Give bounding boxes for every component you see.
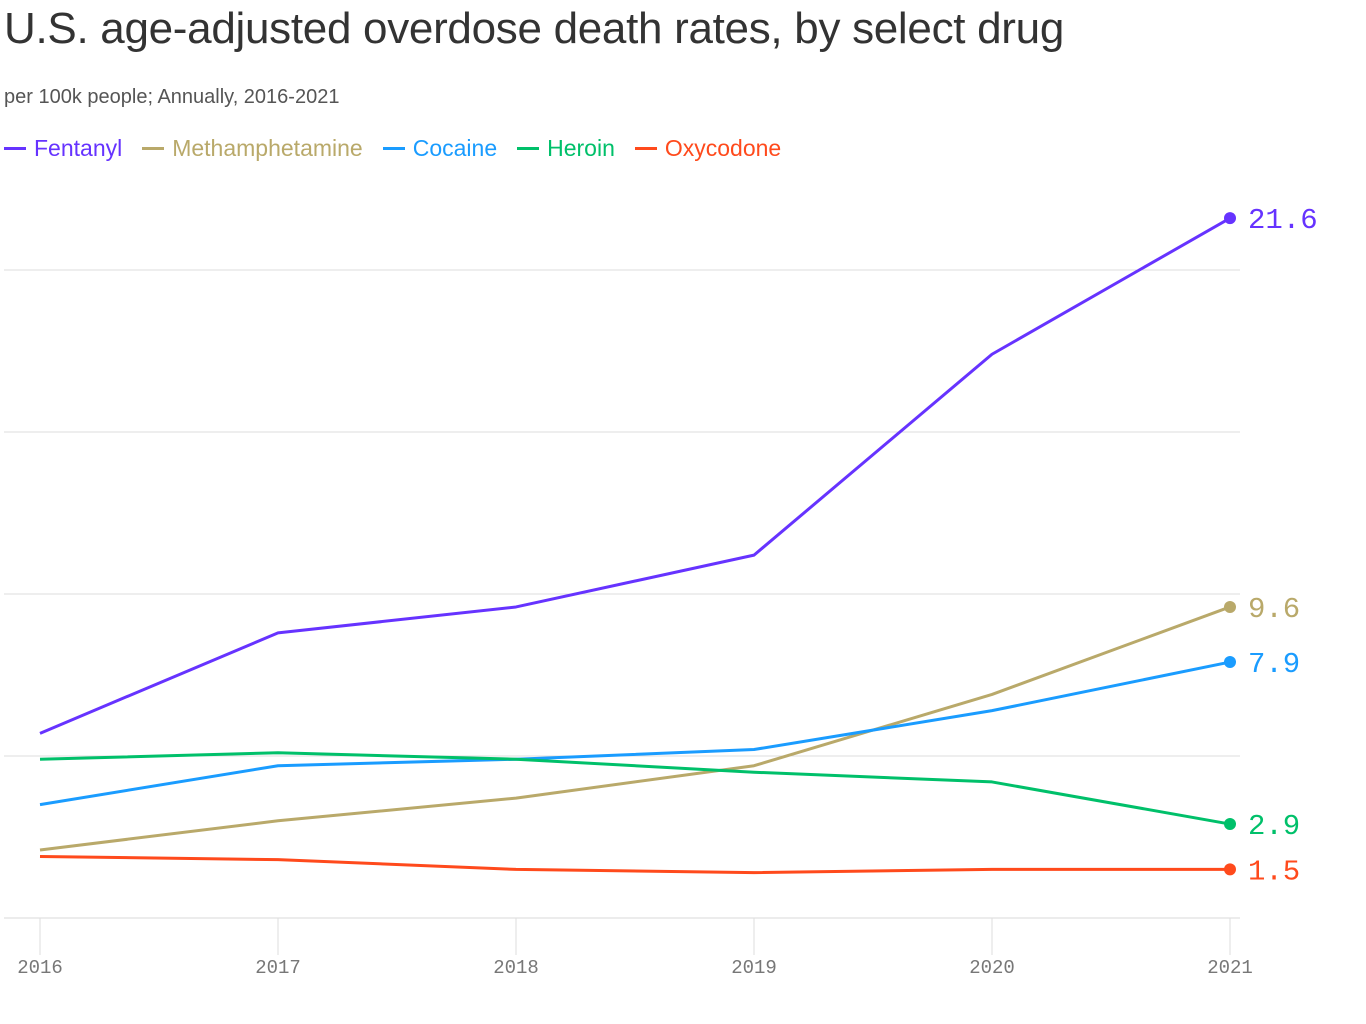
legend-label: Oxycodone (664, 135, 782, 161)
legend-label: Heroin (547, 135, 615, 161)
legend-label: Cocaine (412, 135, 498, 161)
series-line-oxycodone (39, 854, 1230, 875)
chart-title: U.S. age-adjusted overdose death rates, … (4, 4, 1064, 53)
legend-swatch (4, 147, 26, 150)
legend-item: Oxycodone (634, 135, 782, 162)
legend: Fentanyl Methamphetamine Cocaine Heroin Oxyc… (4, 135, 781, 162)
legend-item: Fentanyl (4, 135, 122, 162)
end-label: 9.6 (1248, 593, 1300, 626)
legend-item: Methamphetamine (142, 135, 363, 162)
end-label: 21.6 (1248, 204, 1318, 237)
legend-item: Cocaine (382, 135, 498, 162)
legend-item: Heroin (517, 135, 615, 162)
x-tick-label: 2020 (969, 957, 1015, 979)
end-point (1224, 656, 1236, 669)
series-line-heroin (39, 751, 1231, 826)
legend-swatch (517, 147, 540, 150)
x-tick-label: 2021 (1207, 957, 1253, 979)
legend-label: Fentanyl (34, 135, 123, 161)
series-line-cocaine (39, 660, 1231, 807)
legend-swatch (634, 147, 657, 150)
end-point (1224, 212, 1236, 225)
end-point (1224, 600, 1236, 613)
x-tick-label: 2018 (493, 957, 539, 979)
legend-swatch (382, 147, 405, 150)
x-tick-label: 2019 (731, 957, 777, 979)
end-point (1224, 863, 1236, 876)
legend-label: Methamphetamine (172, 135, 363, 161)
chart-subtitle: per 100k people; Annually, 2016-2021 (4, 86, 340, 108)
end-label: 7.9 (1248, 648, 1300, 681)
legend-swatch (142, 147, 165, 150)
x-tick-label: 2016 (17, 957, 63, 979)
x-tick-label: 2017 (255, 957, 301, 979)
series-line-methamphetamine (39, 605, 1231, 852)
end-point (1224, 818, 1236, 831)
end-label: 1.5 (1248, 855, 1300, 888)
series-line-fentanyl (39, 216, 1231, 735)
end-label: 2.9 (1248, 810, 1300, 843)
